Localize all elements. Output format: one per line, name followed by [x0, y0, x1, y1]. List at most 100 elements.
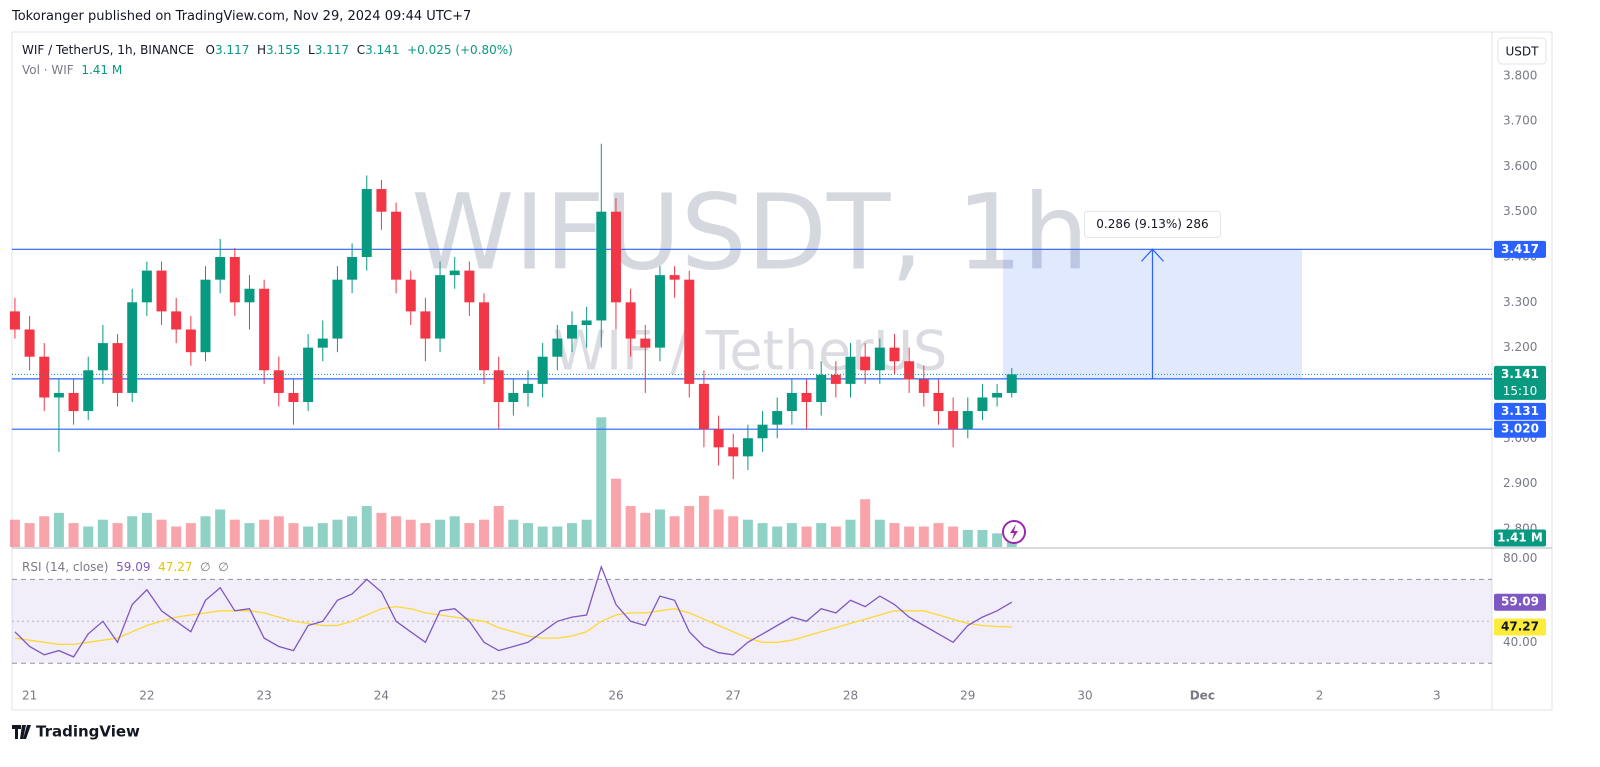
- candle-body: [830, 374, 841, 384]
- volume-bar: [391, 516, 402, 547]
- candle-body: [698, 383, 709, 430]
- volume-bar: [405, 519, 416, 547]
- rsi-na: ∅: [218, 560, 229, 574]
- volume-bar: [273, 516, 284, 547]
- candle-body: [669, 275, 680, 280]
- candle-body: [596, 211, 607, 321]
- candle-body: [185, 329, 196, 353]
- candle-body: [347, 257, 358, 280]
- legend-open: 3.117: [214, 43, 250, 57]
- legend-l: L: [308, 43, 315, 57]
- legend-close: 3.141: [365, 43, 400, 57]
- candle-body: [317, 338, 328, 348]
- candle-body: [933, 392, 944, 412]
- candle-body: [786, 392, 797, 412]
- candle-body: [39, 356, 50, 398]
- candle-body: [244, 288, 255, 303]
- candle-body: [640, 338, 651, 348]
- candle-body: [435, 275, 446, 339]
- volume-bar: [229, 519, 240, 547]
- volume-bar: [156, 519, 167, 547]
- measure-label-box: [1083, 210, 1221, 238]
- volume-bar: [420, 523, 431, 547]
- rsi-ma-value: 47.27: [158, 560, 193, 574]
- y-tick-label: 2.900: [1503, 476, 1537, 490]
- candle-body: [127, 302, 138, 393]
- x-tick-label: 26: [608, 689, 623, 703]
- volume-bar: [654, 509, 665, 547]
- candle-body: [713, 429, 724, 448]
- rsi-badge: 59.09: [1501, 595, 1539, 609]
- candle-body: [288, 392, 299, 403]
- volume-bar: [361, 506, 372, 547]
- candle-body: [772, 411, 783, 425]
- volume-bar: [200, 516, 211, 547]
- volume-bar: [786, 523, 797, 547]
- logo-text: TradingView: [36, 723, 140, 741]
- volume-bar: [185, 523, 196, 547]
- y-tick-label: 3.200: [1503, 340, 1537, 354]
- logo-mark: [12, 725, 31, 739]
- legend-low: 3.117: [314, 43, 350, 57]
- candle-body: [391, 211, 402, 280]
- x-tick-label: 22: [139, 689, 154, 703]
- currency-button[interactable]: [1497, 37, 1547, 65]
- volume-bar: [347, 516, 358, 547]
- legend-volume: Vol · WIF 1.41 M: [22, 63, 122, 77]
- countdown: 15:10: [1503, 384, 1538, 398]
- candle-body: [581, 320, 592, 325]
- volume-bar: [845, 519, 856, 547]
- volume-bar: [552, 526, 563, 547]
- volume-bar: [537, 526, 548, 547]
- candle-body: [141, 270, 152, 303]
- x-tick-label: 29: [960, 689, 975, 703]
- volume-bar: [640, 512, 651, 547]
- volume-bar: [376, 512, 387, 547]
- volume-bar: [742, 519, 753, 547]
- candle-body: [610, 211, 621, 303]
- volume-bar: [728, 516, 739, 547]
- candle-body: [259, 288, 270, 371]
- level-badge-box: [1494, 240, 1546, 258]
- candle-body: [948, 411, 959, 430]
- legend-change: +0.025 (+0.80%): [407, 43, 513, 57]
- x-tick-label: 3: [1433, 689, 1441, 703]
- volume-bar: [918, 526, 929, 547]
- level-badge-box: [1494, 402, 1546, 420]
- volume-bar: [684, 506, 695, 547]
- y-tick-label: 3.600: [1503, 159, 1537, 173]
- candle-body: [53, 392, 64, 398]
- volume-bar: [332, 519, 343, 547]
- rsi-ma-badge: 47.27: [1501, 620, 1539, 634]
- volume-bar: [464, 523, 475, 547]
- level-badge-box: [1494, 420, 1546, 438]
- y-tick-label: 3.300: [1503, 295, 1537, 309]
- rsi-value: 59.09: [116, 560, 151, 574]
- volume-bar: [303, 526, 314, 547]
- volume-bar: [53, 512, 64, 547]
- candle-body: [874, 347, 885, 371]
- volume-bar: [801, 526, 812, 547]
- volume-bar: [596, 417, 607, 547]
- volume-bar: [566, 523, 577, 547]
- legend-rsi: RSI (14, close) 59.09 47.27 ∅ ∅: [22, 560, 229, 574]
- volume-bar: [97, 519, 108, 547]
- level-badge: 3.417: [1501, 242, 1539, 256]
- volume-bar: [24, 523, 35, 547]
- volume-bar: [889, 523, 900, 547]
- volume-bar: [449, 516, 460, 547]
- level-badge: 3.020: [1501, 422, 1539, 436]
- candle-body: [977, 397, 988, 412]
- x-tick-label: 24: [374, 689, 389, 703]
- volume-bar: [39, 516, 50, 547]
- x-tick-label: 27: [726, 689, 741, 703]
- volume-bar: [698, 495, 709, 547]
- rsi-tick-label: 40.00: [1503, 635, 1537, 649]
- volume-bar: [874, 519, 885, 547]
- candle-body: [24, 329, 35, 357]
- x-tick-label: Dec: [1190, 689, 1215, 703]
- last-price-badge-box: [1494, 365, 1546, 400]
- candle-body: [303, 347, 314, 403]
- volume-bar: [244, 523, 255, 547]
